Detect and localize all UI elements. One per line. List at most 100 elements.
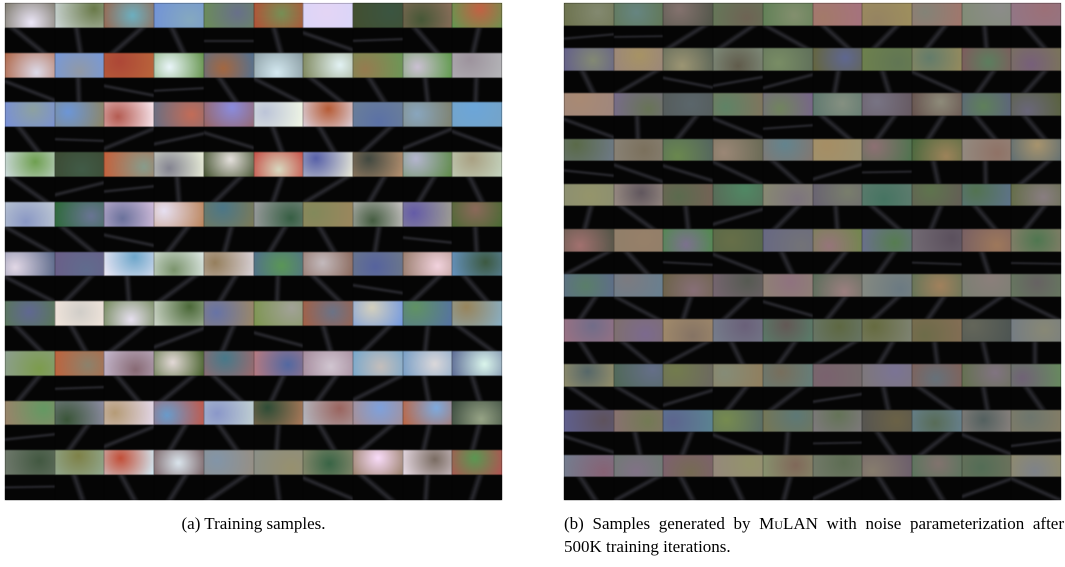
edge-map <box>303 177 353 202</box>
edge-map <box>303 475 353 500</box>
sample-image <box>564 3 614 26</box>
sample-image <box>663 229 713 252</box>
sample-image <box>1011 3 1061 26</box>
edge-map <box>614 297 664 320</box>
edge-map <box>55 475 105 500</box>
sample-image <box>1011 410 1061 433</box>
sample-image <box>303 3 353 28</box>
edge-map <box>1011 387 1061 410</box>
training-sample-grid <box>5 3 502 500</box>
edge-map <box>104 326 154 351</box>
sample-image <box>614 319 664 342</box>
sample-image <box>614 455 664 478</box>
sample-image <box>713 229 763 252</box>
edge-map <box>663 71 713 94</box>
edge-map <box>564 71 614 94</box>
sample-image <box>154 152 204 177</box>
edge-map <box>614 116 664 139</box>
sample-image <box>1011 274 1061 297</box>
sample-image <box>912 139 962 162</box>
edge-map <box>713 297 763 320</box>
sample-image <box>353 202 403 227</box>
edge-map <box>862 161 912 184</box>
sample-image <box>813 229 863 252</box>
sample-image <box>862 3 912 26</box>
sample-image <box>452 53 502 78</box>
sample-image <box>763 229 813 252</box>
sample-image <box>5 252 55 277</box>
edge-map <box>353 78 403 103</box>
sample-image <box>813 274 863 297</box>
sample-image <box>763 455 813 478</box>
edge-map <box>962 477 1012 500</box>
sample-image <box>403 152 453 177</box>
sample-image <box>104 53 154 78</box>
sample-image <box>403 3 453 28</box>
edge-map <box>962 206 1012 229</box>
sample-image <box>204 450 254 475</box>
edge-map <box>763 432 813 455</box>
edge-map <box>813 432 863 455</box>
edge-map <box>104 28 154 53</box>
edge-map <box>55 78 105 103</box>
sample-image <box>403 301 453 326</box>
edge-map <box>104 425 154 450</box>
edge-map <box>154 475 204 500</box>
sample-image <box>5 53 55 78</box>
sample-image <box>154 401 204 426</box>
sample-image <box>564 364 614 387</box>
sample-image <box>1011 48 1061 71</box>
edge-map <box>564 161 614 184</box>
edge-map <box>254 475 304 500</box>
sample-image <box>713 274 763 297</box>
sample-image <box>663 455 713 478</box>
edge-map <box>614 252 664 275</box>
sample-image <box>813 48 863 71</box>
sample-image <box>254 152 304 177</box>
sample-image <box>154 450 204 475</box>
edge-map <box>663 161 713 184</box>
sample-image <box>303 252 353 277</box>
sample-image <box>353 53 403 78</box>
sample-image <box>663 410 713 433</box>
edge-map <box>204 475 254 500</box>
edge-map <box>1011 342 1061 365</box>
edge-map <box>104 227 154 252</box>
sample-image <box>564 229 614 252</box>
edge-map <box>154 326 204 351</box>
sample-image <box>912 229 962 252</box>
sample-image <box>353 301 403 326</box>
edge-map <box>1011 297 1061 320</box>
edge-map <box>5 475 55 500</box>
edge-map <box>614 26 664 49</box>
edge-map <box>353 28 403 53</box>
edge-map <box>663 116 713 139</box>
edge-map <box>614 161 664 184</box>
sample-image <box>353 102 403 127</box>
edge-map <box>55 177 105 202</box>
sample-image <box>55 3 105 28</box>
edge-map <box>912 161 962 184</box>
sample-image <box>403 351 453 376</box>
edge-map <box>912 297 962 320</box>
edge-map <box>663 297 713 320</box>
sample-image <box>254 53 304 78</box>
edge-map <box>452 227 502 252</box>
sample-image <box>204 401 254 426</box>
sample-image <box>564 139 614 162</box>
edge-map <box>813 206 863 229</box>
edge-map <box>403 475 453 500</box>
sample-image <box>564 455 614 478</box>
edge-map <box>452 376 502 401</box>
sample-image <box>303 152 353 177</box>
edge-map <box>763 342 813 365</box>
sample-image <box>862 319 912 342</box>
edge-map <box>403 376 453 401</box>
sample-image <box>403 450 453 475</box>
edge-map <box>303 326 353 351</box>
sample-image <box>713 48 763 71</box>
edge-map <box>614 387 664 410</box>
sample-image <box>862 139 912 162</box>
sample-image <box>403 53 453 78</box>
sample-image <box>353 252 403 277</box>
